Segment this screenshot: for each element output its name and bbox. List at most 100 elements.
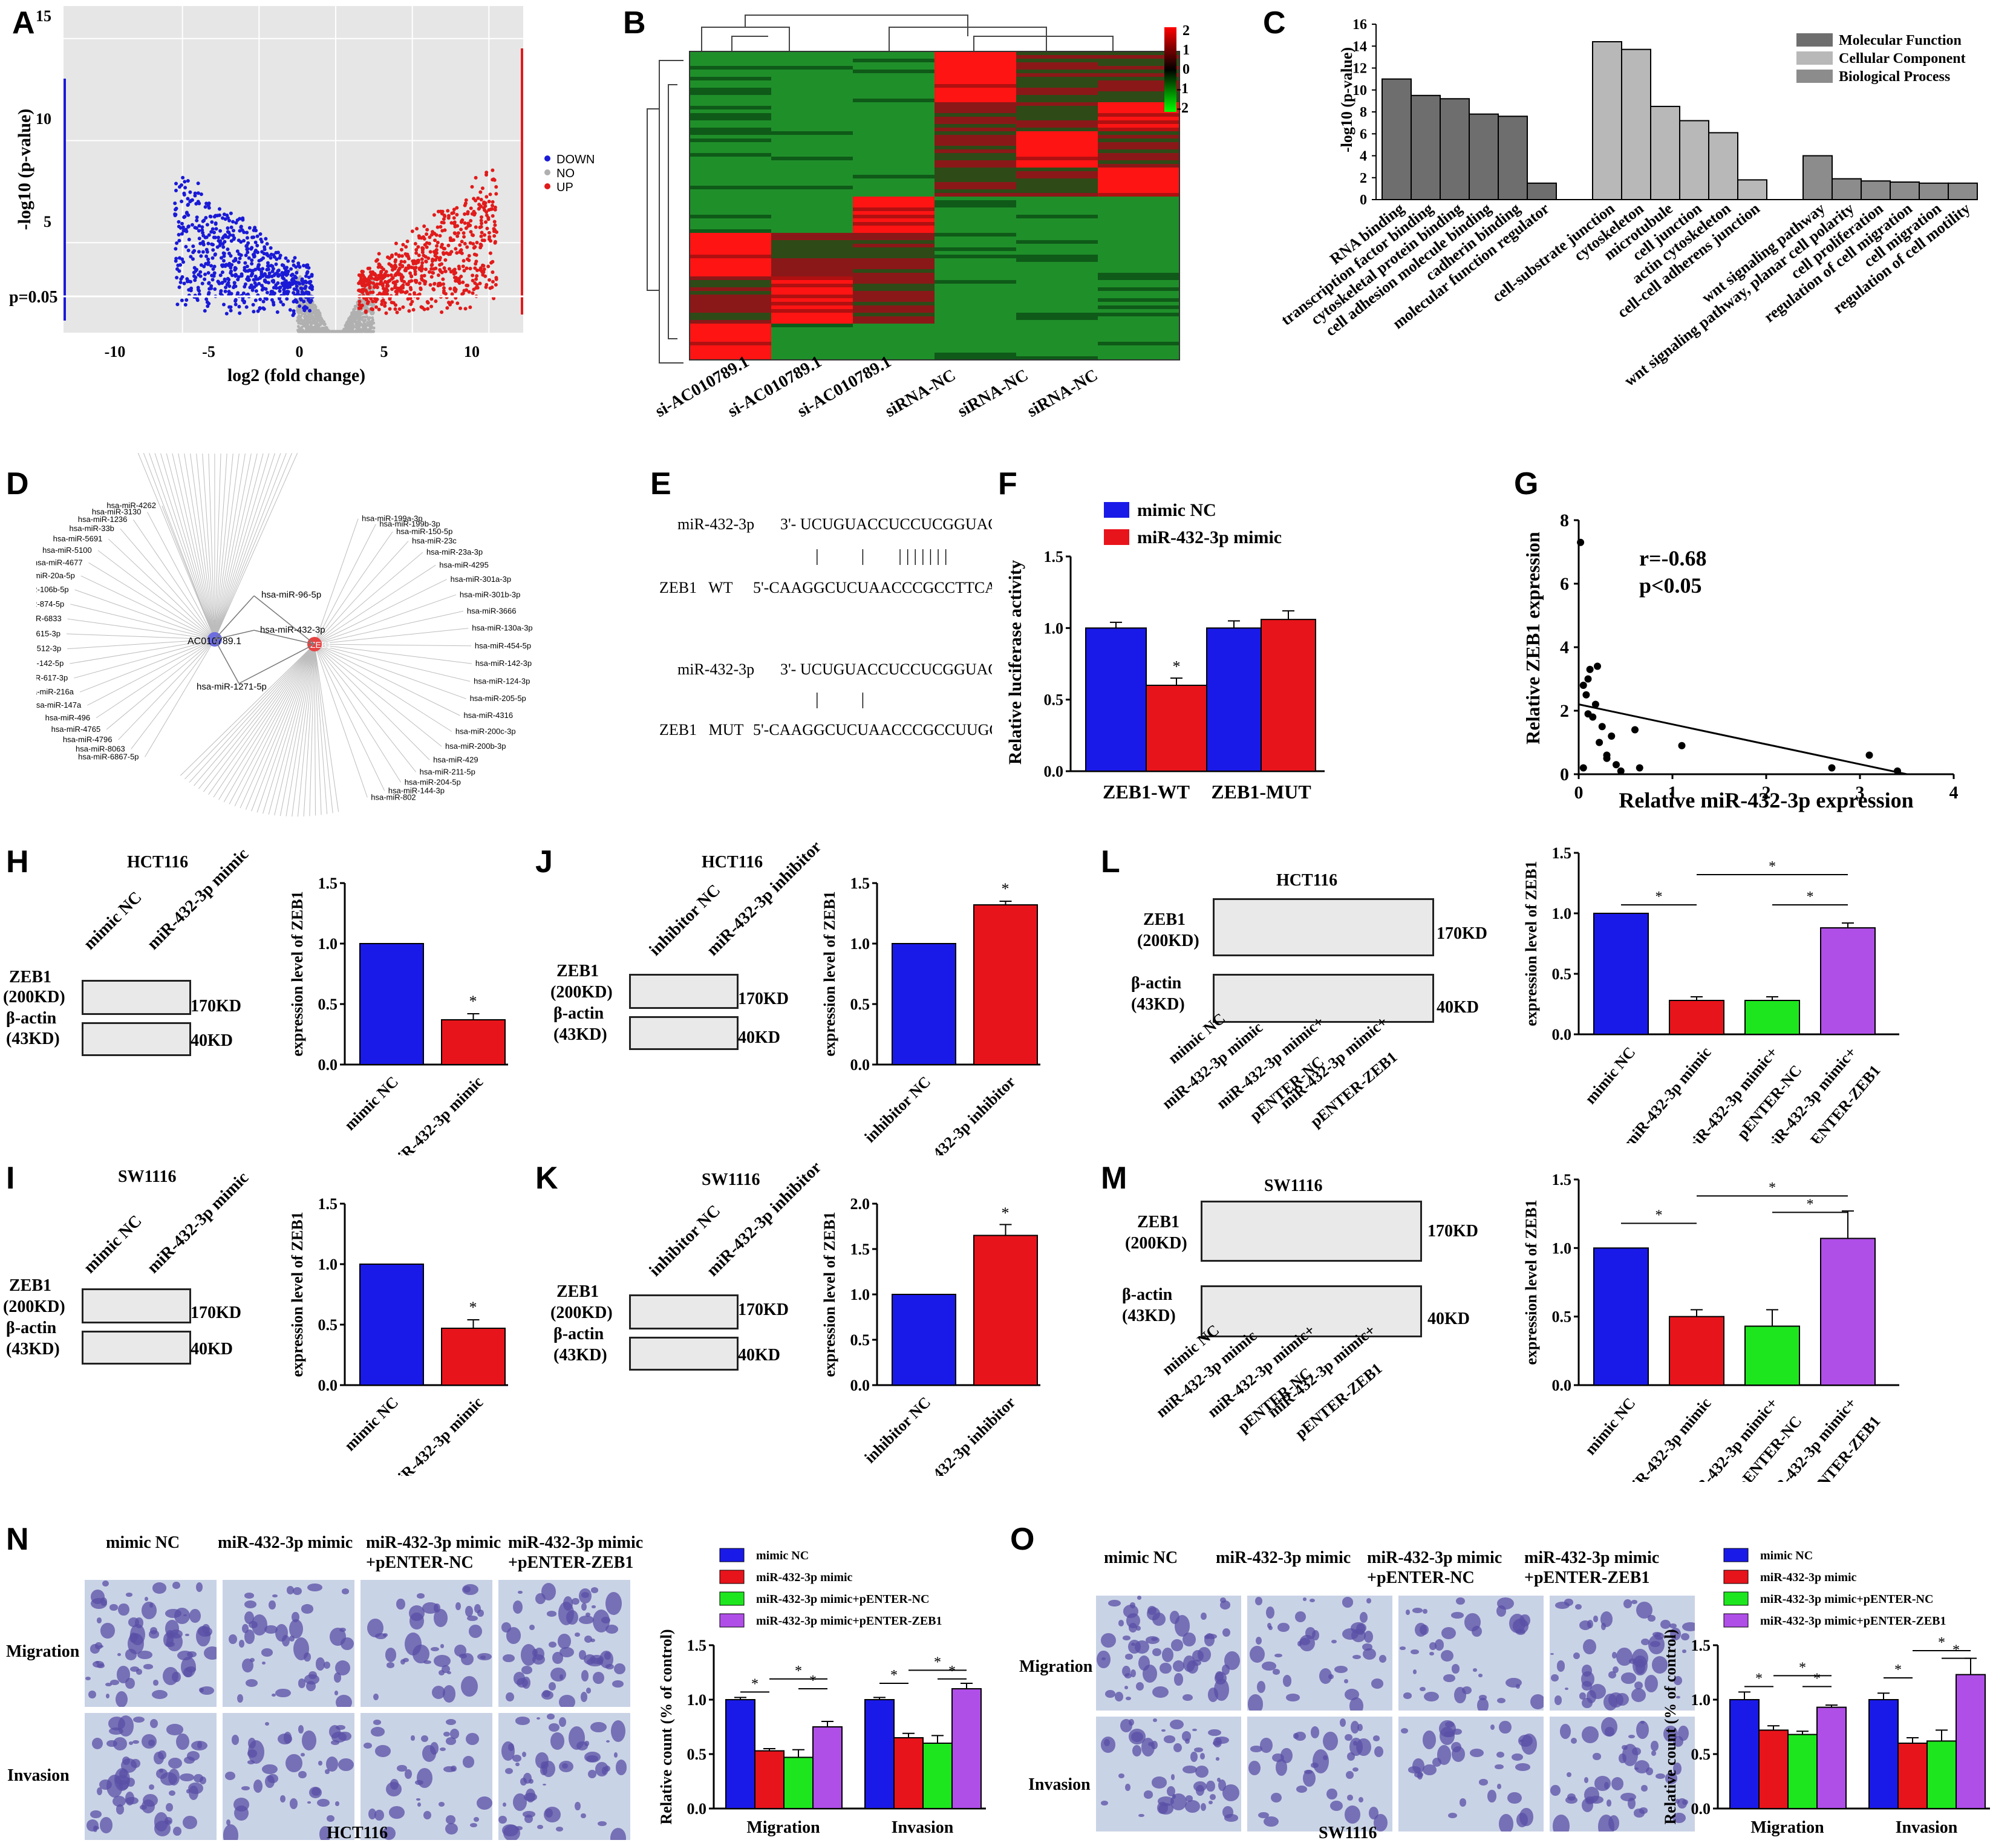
point-down <box>286 259 290 263</box>
point-down <box>250 286 254 290</box>
bar <box>755 1751 784 1809</box>
cell-blob <box>423 1811 431 1819</box>
point-no <box>324 323 327 326</box>
bar <box>442 1328 505 1385</box>
cell-blob <box>416 1798 420 1800</box>
heat-cell <box>935 298 1016 302</box>
cell-blob <box>450 1729 459 1738</box>
cell-blob <box>1209 1801 1213 1804</box>
point-up <box>386 289 390 292</box>
point-up <box>432 232 436 235</box>
cell-blob <box>1101 1737 1116 1753</box>
point-down <box>227 252 231 255</box>
heat-cell <box>935 327 1016 331</box>
point-up <box>466 284 469 287</box>
cell-blob <box>1352 1655 1361 1659</box>
point-down <box>265 297 269 301</box>
point-up <box>493 220 497 223</box>
cell-blob <box>1183 1694 1193 1701</box>
cell-blob <box>1283 1675 1292 1687</box>
cell-blob <box>232 1735 240 1745</box>
cell-blob <box>385 1648 397 1662</box>
point-down <box>243 301 246 304</box>
transwell-image <box>1247 1717 1392 1832</box>
heat-cell <box>935 77 1016 81</box>
heat-cell <box>935 255 1016 259</box>
point-up <box>478 282 482 285</box>
y-tick-label: 12 <box>1352 61 1367 77</box>
heat-cell <box>853 168 935 172</box>
cell-blob <box>1565 1688 1568 1691</box>
point-up <box>485 227 489 230</box>
heat-cell <box>1098 128 1179 132</box>
cell-blob <box>1347 1752 1355 1761</box>
y-tick-label: 1.0 <box>1552 1239 1572 1257</box>
point-up <box>480 219 483 223</box>
point-no <box>345 324 348 327</box>
scatter-point <box>1580 682 1587 689</box>
point-down <box>260 284 264 287</box>
point-up <box>420 236 423 240</box>
point-down <box>283 270 287 274</box>
cell-blob <box>152 1690 168 1699</box>
point-up <box>484 283 488 287</box>
y-tick-label: 1.0 <box>318 935 338 953</box>
heat-cell <box>1016 142 1098 146</box>
point-down <box>227 281 230 285</box>
heat-cell <box>771 266 853 270</box>
point-down <box>180 275 184 279</box>
point-down <box>175 276 178 279</box>
cell-blob <box>1487 1790 1496 1802</box>
cell-blob <box>477 1796 492 1810</box>
cell-blob <box>152 1582 166 1593</box>
point-down <box>254 299 258 302</box>
cell-blob <box>387 1662 395 1668</box>
point-up <box>474 259 478 263</box>
cell-blob <box>421 1735 428 1742</box>
cell-blob <box>397 1765 406 1771</box>
point-down <box>226 226 229 230</box>
point-down <box>279 253 282 257</box>
legend-swatch <box>720 1570 744 1584</box>
heat-cell <box>771 55 853 59</box>
point-up <box>379 270 383 273</box>
heat-cell <box>853 91 935 96</box>
point-down <box>253 255 256 258</box>
cell-blob <box>1153 1718 1157 1723</box>
heat-cell <box>690 309 771 313</box>
heat-cell <box>935 320 1016 324</box>
point-down <box>189 289 193 292</box>
edge <box>215 453 292 639</box>
cell-blob <box>298 1771 307 1779</box>
point-up <box>482 202 486 206</box>
cell-blob <box>1213 1741 1221 1746</box>
point-down <box>305 290 308 294</box>
heat-cell <box>690 178 771 183</box>
point-no <box>330 330 333 333</box>
x-tick-label: 4 <box>1949 783 1959 803</box>
point-down <box>217 236 220 240</box>
cell-blob <box>1406 1610 1410 1615</box>
point-up <box>437 273 440 277</box>
legend-swatch <box>720 1592 744 1605</box>
cell-blob <box>1445 1721 1454 1727</box>
heat-cell <box>935 135 1016 139</box>
point-down <box>200 192 203 196</box>
cell-blob <box>540 1765 547 1775</box>
cell-blob <box>1182 1731 1192 1741</box>
cell-blob <box>184 1757 195 1764</box>
cell-blob <box>532 1649 538 1656</box>
point-down <box>206 250 209 253</box>
point-down <box>209 230 213 233</box>
mirna-label: hsa-miR-200c-3p <box>455 726 516 736</box>
cell-blob <box>168 1758 182 1769</box>
cell-blob <box>518 1591 523 1594</box>
heat-cell <box>690 106 771 110</box>
point-up <box>390 273 393 277</box>
cell-blob <box>1216 1757 1220 1760</box>
cell-blob <box>505 1768 513 1775</box>
heat-cell <box>771 331 853 335</box>
heat-cell <box>1098 124 1179 128</box>
heat-cell <box>1098 298 1179 302</box>
cell-blob <box>1479 1779 1488 1785</box>
